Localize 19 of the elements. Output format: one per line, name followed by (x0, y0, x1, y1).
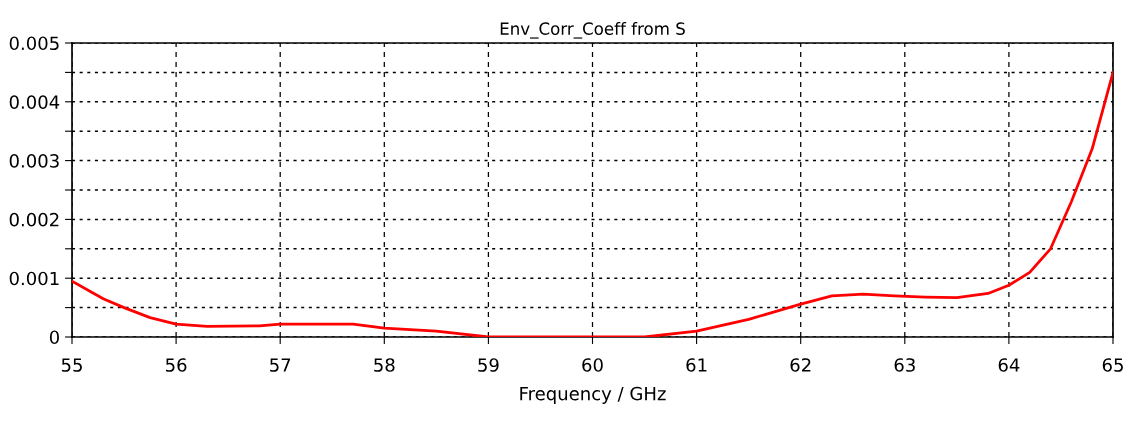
x-tick-label: 58 (374, 358, 395, 372)
y-tick-label: 0.002 (9, 212, 59, 227)
y-tick-label: 0.003 (9, 154, 59, 168)
y-tick-label: 0.001 (9, 271, 59, 286)
chart-title: Env_Corr_Coeff from S (500, 22, 685, 39)
x-axis-title: Frequency / GHz (520, 386, 666, 404)
y-tick-label: 0 (49, 330, 59, 345)
x-tick-label: 56 (166, 358, 187, 372)
x-tick-label: 65 (1102, 358, 1123, 372)
x-tick-label: 64 (998, 358, 1020, 372)
x-tick-label: 62 (790, 358, 811, 372)
x-tick-label: 63 (894, 358, 915, 372)
x-tick-label: 59 (478, 358, 499, 372)
x-tick-label: 61 (686, 358, 707, 372)
y-tick-label: 0.004 (9, 95, 60, 109)
y-tick-label: 0.005 (9, 36, 59, 51)
x-tick-label: 55 (61, 358, 82, 372)
x-tick-label: 60 (582, 358, 603, 372)
x-tick-label: 57 (270, 358, 291, 372)
